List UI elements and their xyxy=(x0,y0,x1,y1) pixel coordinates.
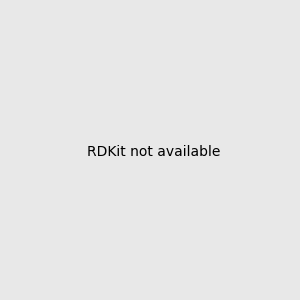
Text: RDKit not available: RDKit not available xyxy=(87,145,220,158)
